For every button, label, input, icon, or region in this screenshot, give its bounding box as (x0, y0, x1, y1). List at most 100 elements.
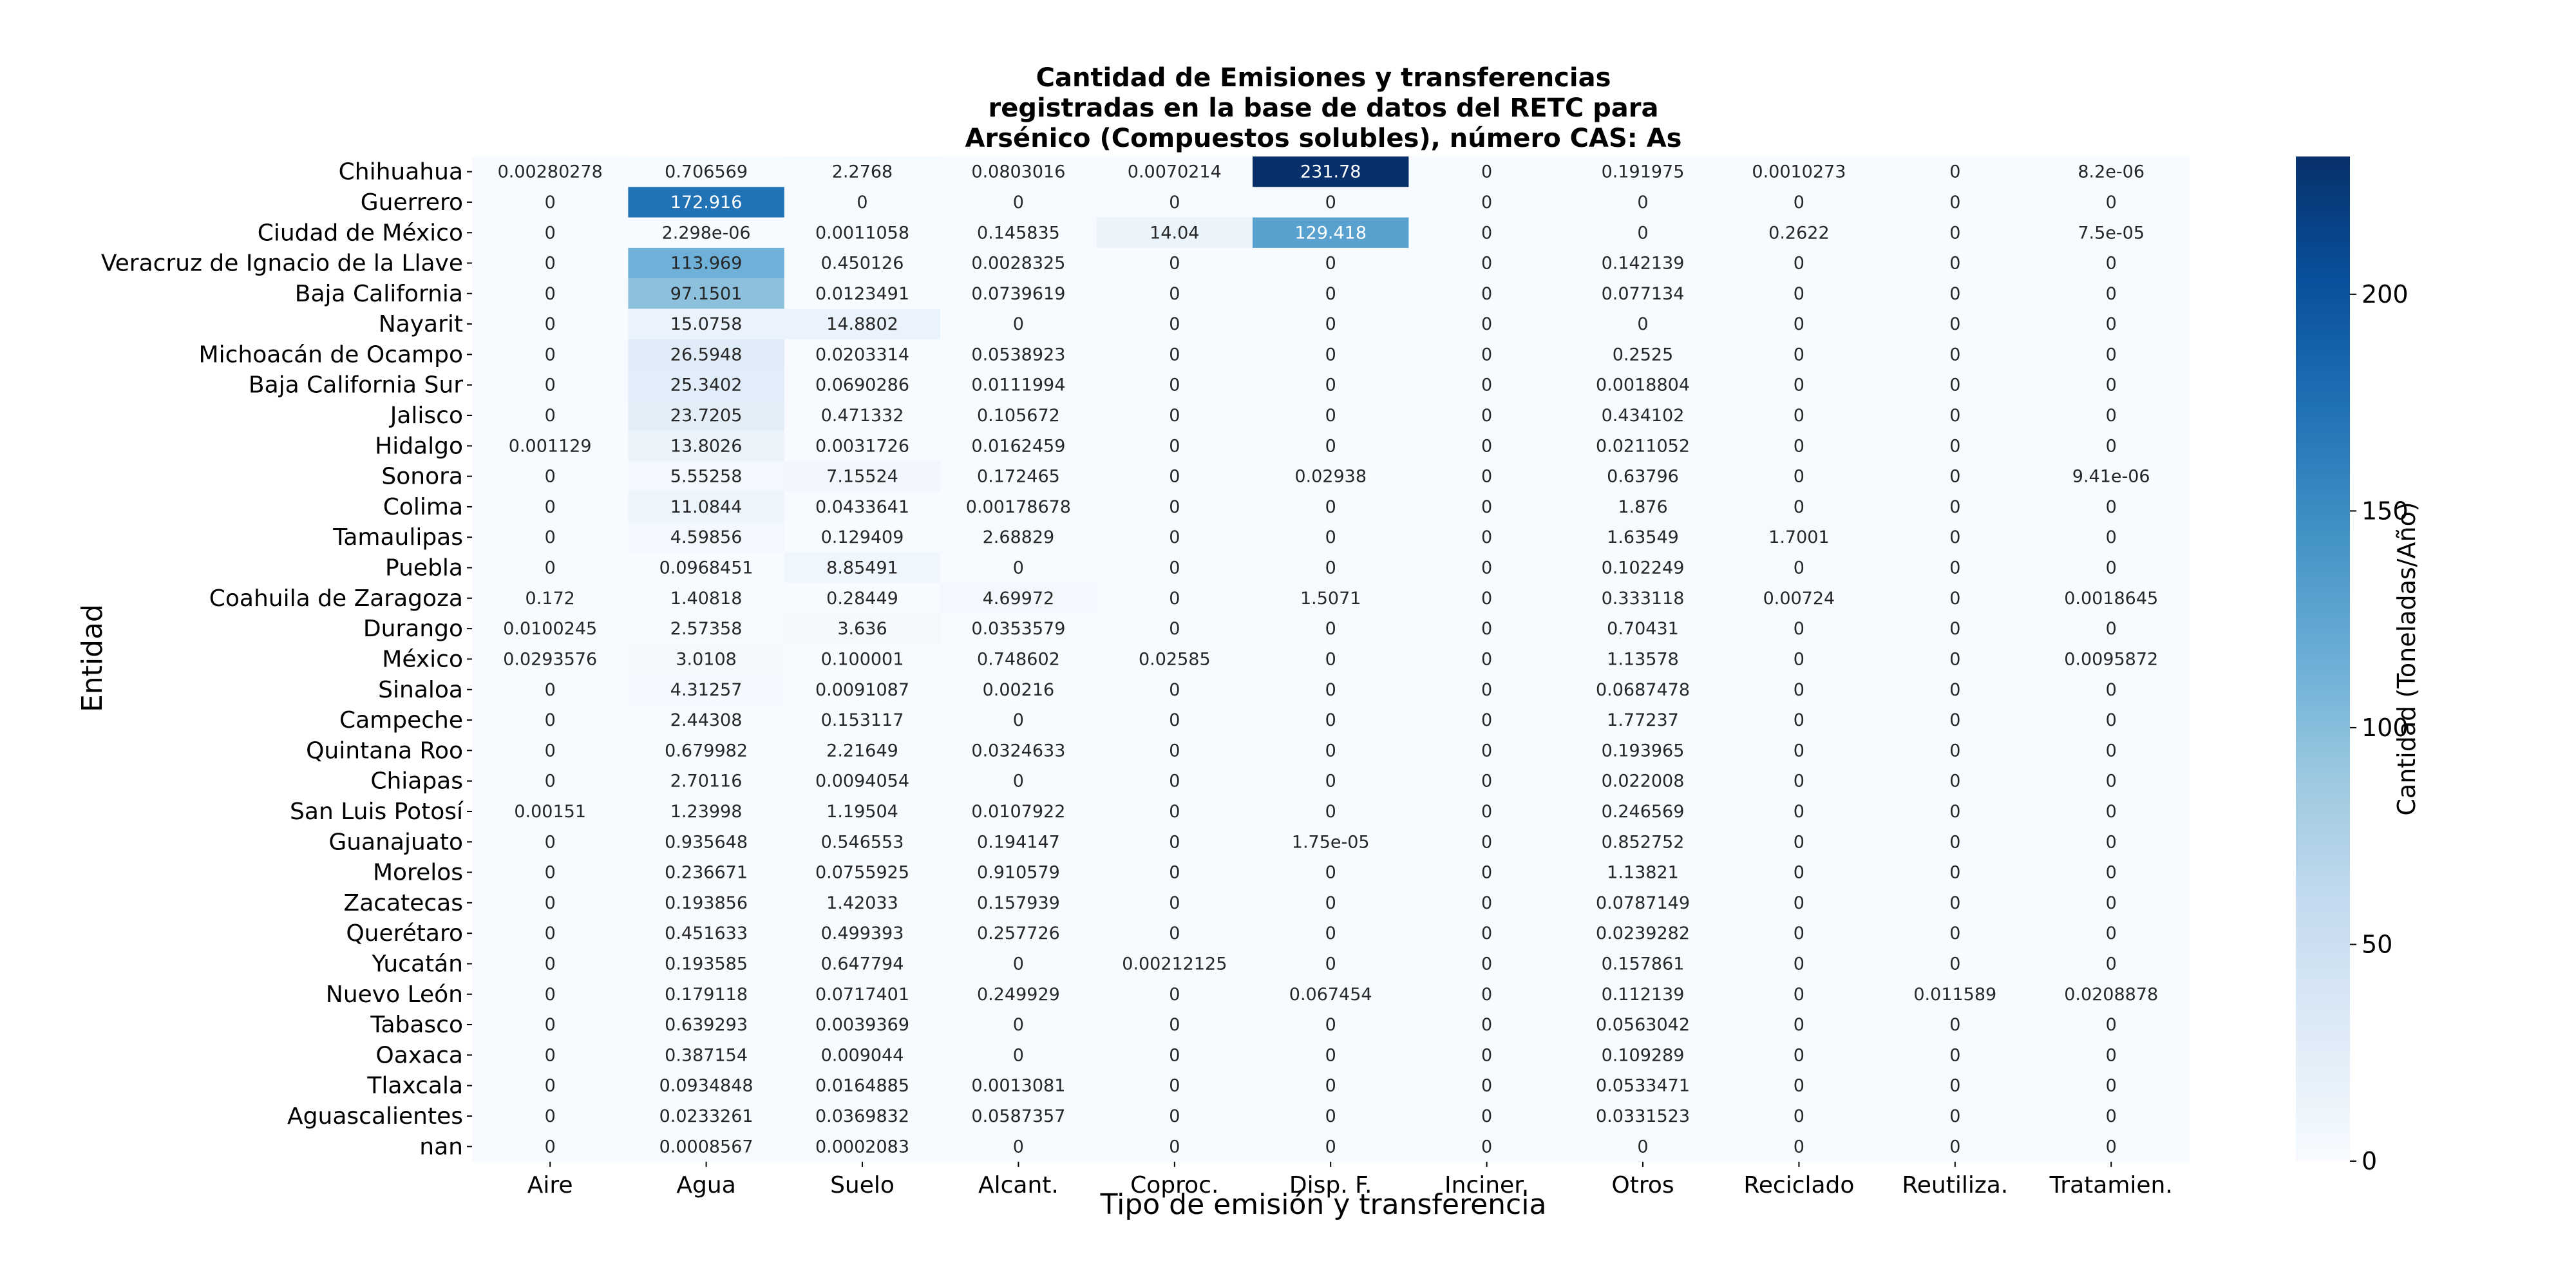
heatmap-cell (1253, 552, 1409, 583)
y-tick-label: Tamaulipas (332, 524, 463, 551)
heatmap-cell (628, 1131, 785, 1162)
heatmap-cell (1564, 796, 1721, 828)
heatmap-cell-value: 0 (545, 1076, 556, 1096)
heatmap-cell (1253, 491, 1409, 523)
heatmap-cell (628, 278, 785, 310)
heatmap-cell (1096, 339, 1253, 370)
heatmap-cell-value: 0.647794 (821, 954, 904, 974)
heatmap-cell (1721, 522, 1878, 553)
heatmap-cell-value: 0 (1169, 375, 1180, 395)
heatmap-cell (1253, 1101, 1409, 1132)
heatmap-cell-value: 0 (2106, 893, 2117, 913)
heatmap-cell (1253, 400, 1409, 431)
heatmap-cell (1564, 461, 1721, 492)
heatmap-cell (940, 1070, 1097, 1101)
heatmap-cell-value: 1.876 (1618, 497, 1667, 517)
heatmap-cell (472, 1101, 629, 1132)
y-tick-label: Veracruz de Ignacio de la Llave (101, 251, 463, 277)
y-axis-title: Entidad (76, 604, 109, 712)
y-tick-label: Durango (363, 616, 463, 642)
heatmap-cell (1408, 461, 1566, 492)
heatmap-cell (1721, 643, 1878, 675)
heatmap-cell (2033, 217, 2190, 249)
heatmap-cell-value: 11.0844 (670, 497, 743, 517)
heatmap-cell (1253, 948, 1409, 980)
heatmap-cell-value: 0.145835 (977, 223, 1060, 243)
heatmap-cell (1877, 1131, 2034, 1162)
heatmap-cell-value: 0 (1169, 619, 1180, 639)
heatmap-cell (784, 1131, 941, 1162)
heatmap-cell (1877, 278, 2034, 310)
heatmap-cell (1096, 400, 1253, 431)
heatmap-cell-value: 0.142139 (1602, 254, 1685, 274)
heatmap-cell (1877, 461, 2034, 492)
heatmap-cell (1253, 522, 1409, 553)
heatmap-cell-value: 0.0018804 (1596, 375, 1690, 395)
heatmap-cell (1564, 308, 1721, 340)
heatmap-cell-value: 0.0803016 (971, 162, 1065, 182)
heatmap-cell-value: 0 (1949, 710, 1960, 730)
heatmap-cell (1564, 887, 1721, 919)
heatmap-cell-value: 2.44308 (670, 710, 743, 730)
heatmap-cell (940, 1009, 1097, 1041)
heatmap-cell-value: 1.13821 (1607, 863, 1679, 883)
heatmap-cell (784, 370, 941, 401)
heatmap-cell (1408, 400, 1566, 431)
heatmap-cell-value: 0 (1325, 497, 1336, 517)
heatmap-cell-value: 0 (545, 954, 556, 974)
heatmap-cell (784, 887, 941, 919)
heatmap-cell-value: 0 (1169, 314, 1180, 334)
heatmap-cell (472, 187, 629, 218)
heatmap-cell (1408, 735, 1566, 766)
heatmap-cell (1721, 979, 1878, 1010)
heatmap-cell (628, 308, 785, 340)
heatmap-cell-value: 0.0433641 (815, 497, 909, 517)
heatmap-cell (1564, 735, 1721, 766)
heatmap-cell-value: 0.28449 (826, 589, 898, 609)
heatmap-cell (784, 705, 941, 736)
heatmap-cell-value: 0 (1325, 710, 1336, 730)
heatmap-cell (940, 674, 1097, 705)
heatmap-cell-value: 0.0538923 (971, 345, 1065, 365)
heatmap-cell (628, 583, 785, 614)
heatmap-cell (628, 796, 785, 828)
heatmap-cell (1877, 1101, 2034, 1132)
x-tick-label: Reciclado (1743, 1172, 1854, 1198)
heatmap-cell-value: 0 (1481, 863, 1492, 883)
heatmap-cell (940, 796, 1097, 828)
heatmap-cell (1253, 217, 1409, 249)
heatmap-cell (1408, 766, 1566, 797)
heatmap-cell-value: 0 (1949, 193, 1960, 213)
heatmap-cell (1096, 766, 1253, 797)
heatmap-cell-value: 0 (1325, 527, 1336, 547)
heatmap-cell (1253, 918, 1409, 949)
heatmap-cell-value: 0 (1169, 893, 1180, 913)
heatmap-cell (1564, 1009, 1721, 1041)
heatmap-cell-value: 0.0011058 (815, 223, 909, 243)
heatmap-cell-value: 0 (1794, 954, 1804, 974)
heatmap-cell (1408, 1101, 1566, 1132)
heatmap-cell (472, 278, 629, 310)
heatmap-cell-value: 0 (1794, 406, 1804, 426)
heatmap-cell (1564, 400, 1721, 431)
heatmap-cell (2033, 979, 2190, 1010)
heatmap-cell-value: 0 (545, 497, 556, 517)
heatmap-cell (784, 674, 941, 705)
x-tick-label: Reutiliza. (1902, 1172, 2008, 1198)
colorbar-tick-label: 100 (2362, 714, 2409, 742)
heatmap-cell-value: 0 (1013, 772, 1024, 791)
heatmap-cell (1877, 339, 2034, 370)
heatmap-cell-value: 0.0934848 (659, 1076, 753, 1096)
heatmap-cell (1253, 1009, 1409, 1041)
heatmap-cell (1877, 735, 2034, 766)
heatmap-cell-value: 0 (1794, 802, 1804, 822)
heatmap-cell-value: 0 (1169, 802, 1180, 822)
heatmap-cell (1564, 705, 1721, 736)
heatmap-cell (1877, 247, 2034, 279)
heatmap-cell-value: 0 (545, 1045, 556, 1065)
heatmap-cell (1253, 583, 1409, 614)
heatmap-cell (1408, 308, 1566, 340)
heatmap-cell-value: 0 (1169, 710, 1180, 730)
heatmap-cell-value: 0 (1794, 1106, 1804, 1126)
heatmap-cell-value: 0 (1481, 1076, 1492, 1096)
